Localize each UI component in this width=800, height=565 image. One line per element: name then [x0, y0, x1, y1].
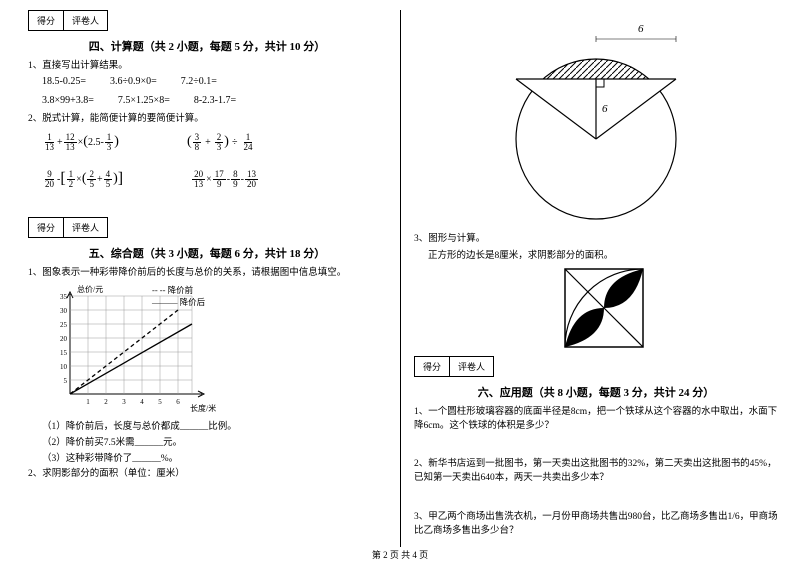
q6-3: 3、甲乙两个商场出售洗衣机，一月份甲商场共售出980台，比乙商场多售出1/6，甲…: [414, 510, 778, 539]
expression-1: 113 + 1213 × 2.5 - 13: [42, 133, 119, 152]
svg-text:2: 2: [104, 398, 108, 406]
chart-legend: -- -- 降价前 ——— 降价后: [152, 284, 205, 308]
calc-item: 18.5-0.25=: [42, 76, 86, 87]
score-header: 评卷人: [64, 218, 107, 237]
score-header: 得分: [29, 218, 64, 237]
series-after: [70, 324, 192, 394]
svg-text:10: 10: [60, 363, 68, 371]
svg-text:25: 25: [60, 321, 68, 329]
expr-row-1: 113 + 1213 × 2.5 - 13 38 + 23 ÷ 124: [42, 133, 386, 152]
x-axis-label: 长度/米: [190, 403, 216, 413]
calc-row-1: 18.5-0.25= 3.6÷0.9×0= 7.2÷0.1=: [42, 76, 386, 87]
q5-1-2: （2）降价前买7.5米需______元。: [42, 434, 386, 448]
svg-text:1: 1: [86, 398, 90, 406]
q5-1: 1、图象表示一种彩带降价前后的长度与总价的关系，请根据图中信息填空。: [28, 266, 386, 280]
expression-2: 38 + 23 ÷ 124: [187, 133, 255, 152]
score-header: 评卷人: [450, 357, 493, 376]
price-chart: 35 30 25 20 15 10 5 1 2 3 4 5 6 总价/元: [42, 284, 386, 414]
y-axis-label: 总价/元: [77, 284, 103, 294]
score-header: 评卷人: [64, 11, 107, 30]
calc-row-2: 3.8×99+3.8= 7.5×1.25×8= 8-2.3-1.7=: [42, 95, 386, 106]
calc-item: 3.6÷0.9×0=: [110, 76, 157, 87]
calc-item: 3.8×99+3.8=: [42, 95, 94, 106]
radius-label: 6: [602, 103, 608, 115]
score-header: 得分: [415, 357, 450, 376]
motif-figure: [564, 268, 778, 348]
expr-row-2: 920 - 12 × 25 + 45 2013 × 179 - 89 - 132…: [42, 170, 386, 189]
legend-before: -- -- 降价前: [152, 284, 205, 296]
top-label: 6: [638, 23, 644, 35]
score-box-sec5: 得分 评卷人: [28, 217, 108, 238]
calc-item: 7.5×1.25×8=: [118, 95, 170, 106]
q4-1: 1、直接写出计算结果。: [28, 59, 386, 73]
expression-3: 920 - 12 × 25 + 45: [42, 170, 123, 189]
svg-text:15: 15: [60, 349, 68, 357]
q5-3a: 3、图形与计算。: [414, 232, 778, 246]
calc-item: 7.2÷0.1=: [181, 76, 217, 87]
svg-text:35: 35: [60, 293, 68, 301]
legend-after: ——— 降价后: [152, 296, 205, 308]
svg-text:20: 20: [60, 335, 68, 343]
svg-text:5: 5: [158, 398, 162, 406]
section-5-title: 五、综合题（共 3 小题，每题 6 分，共计 18 分）: [28, 245, 386, 261]
score-box-sec4: 得分 评卷人: [28, 10, 108, 31]
svg-text:5: 5: [64, 377, 68, 385]
svg-text:4: 4: [140, 398, 144, 406]
column-divider: [400, 10, 401, 547]
q6-2: 2、新华书店运到一批图书，第一天卖出这批图书的32%，第二天卖出这批图书的45%…: [414, 457, 778, 486]
q6-1: 1、一个圆柱形玻璃容器的底面半径是8cm，把一个铁球从这个容器的水中取出，水面下…: [414, 405, 778, 434]
score-header: 得分: [29, 11, 64, 30]
section-6-title: 六、应用题（共 8 小题，每题 3 分，共计 24 分）: [414, 384, 778, 400]
svg-text:3: 3: [122, 398, 126, 406]
svg-text:30: 30: [60, 307, 68, 315]
q5-1-3: （3）这种彩带降价了______%。: [42, 450, 386, 464]
circle-figure: 6 6: [456, 14, 736, 224]
q4-2: 2、脱式计算，能简便计算的要简便计算。: [28, 112, 386, 126]
page-footer: 第 2 页 共 4 页: [0, 548, 800, 561]
q5-1-1: （1）降价前后，长度与总价都成______比例。: [42, 418, 386, 432]
score-box-sec6: 得分 评卷人: [414, 356, 494, 377]
section-4-title: 四、计算题（共 2 小题，每题 5 分，共计 10 分）: [28, 38, 386, 54]
calc-item: 8-2.3-1.7=: [194, 95, 236, 106]
q5-2: 2、求阴影部分的面积（单位：厘米）: [28, 467, 386, 481]
svg-text:6: 6: [176, 398, 180, 406]
expression-4: 2013 × 179 - 89 - 1320: [191, 170, 259, 189]
q5-3b: 正方形的边长是8厘米，求阴影部分的面积。: [428, 249, 778, 263]
